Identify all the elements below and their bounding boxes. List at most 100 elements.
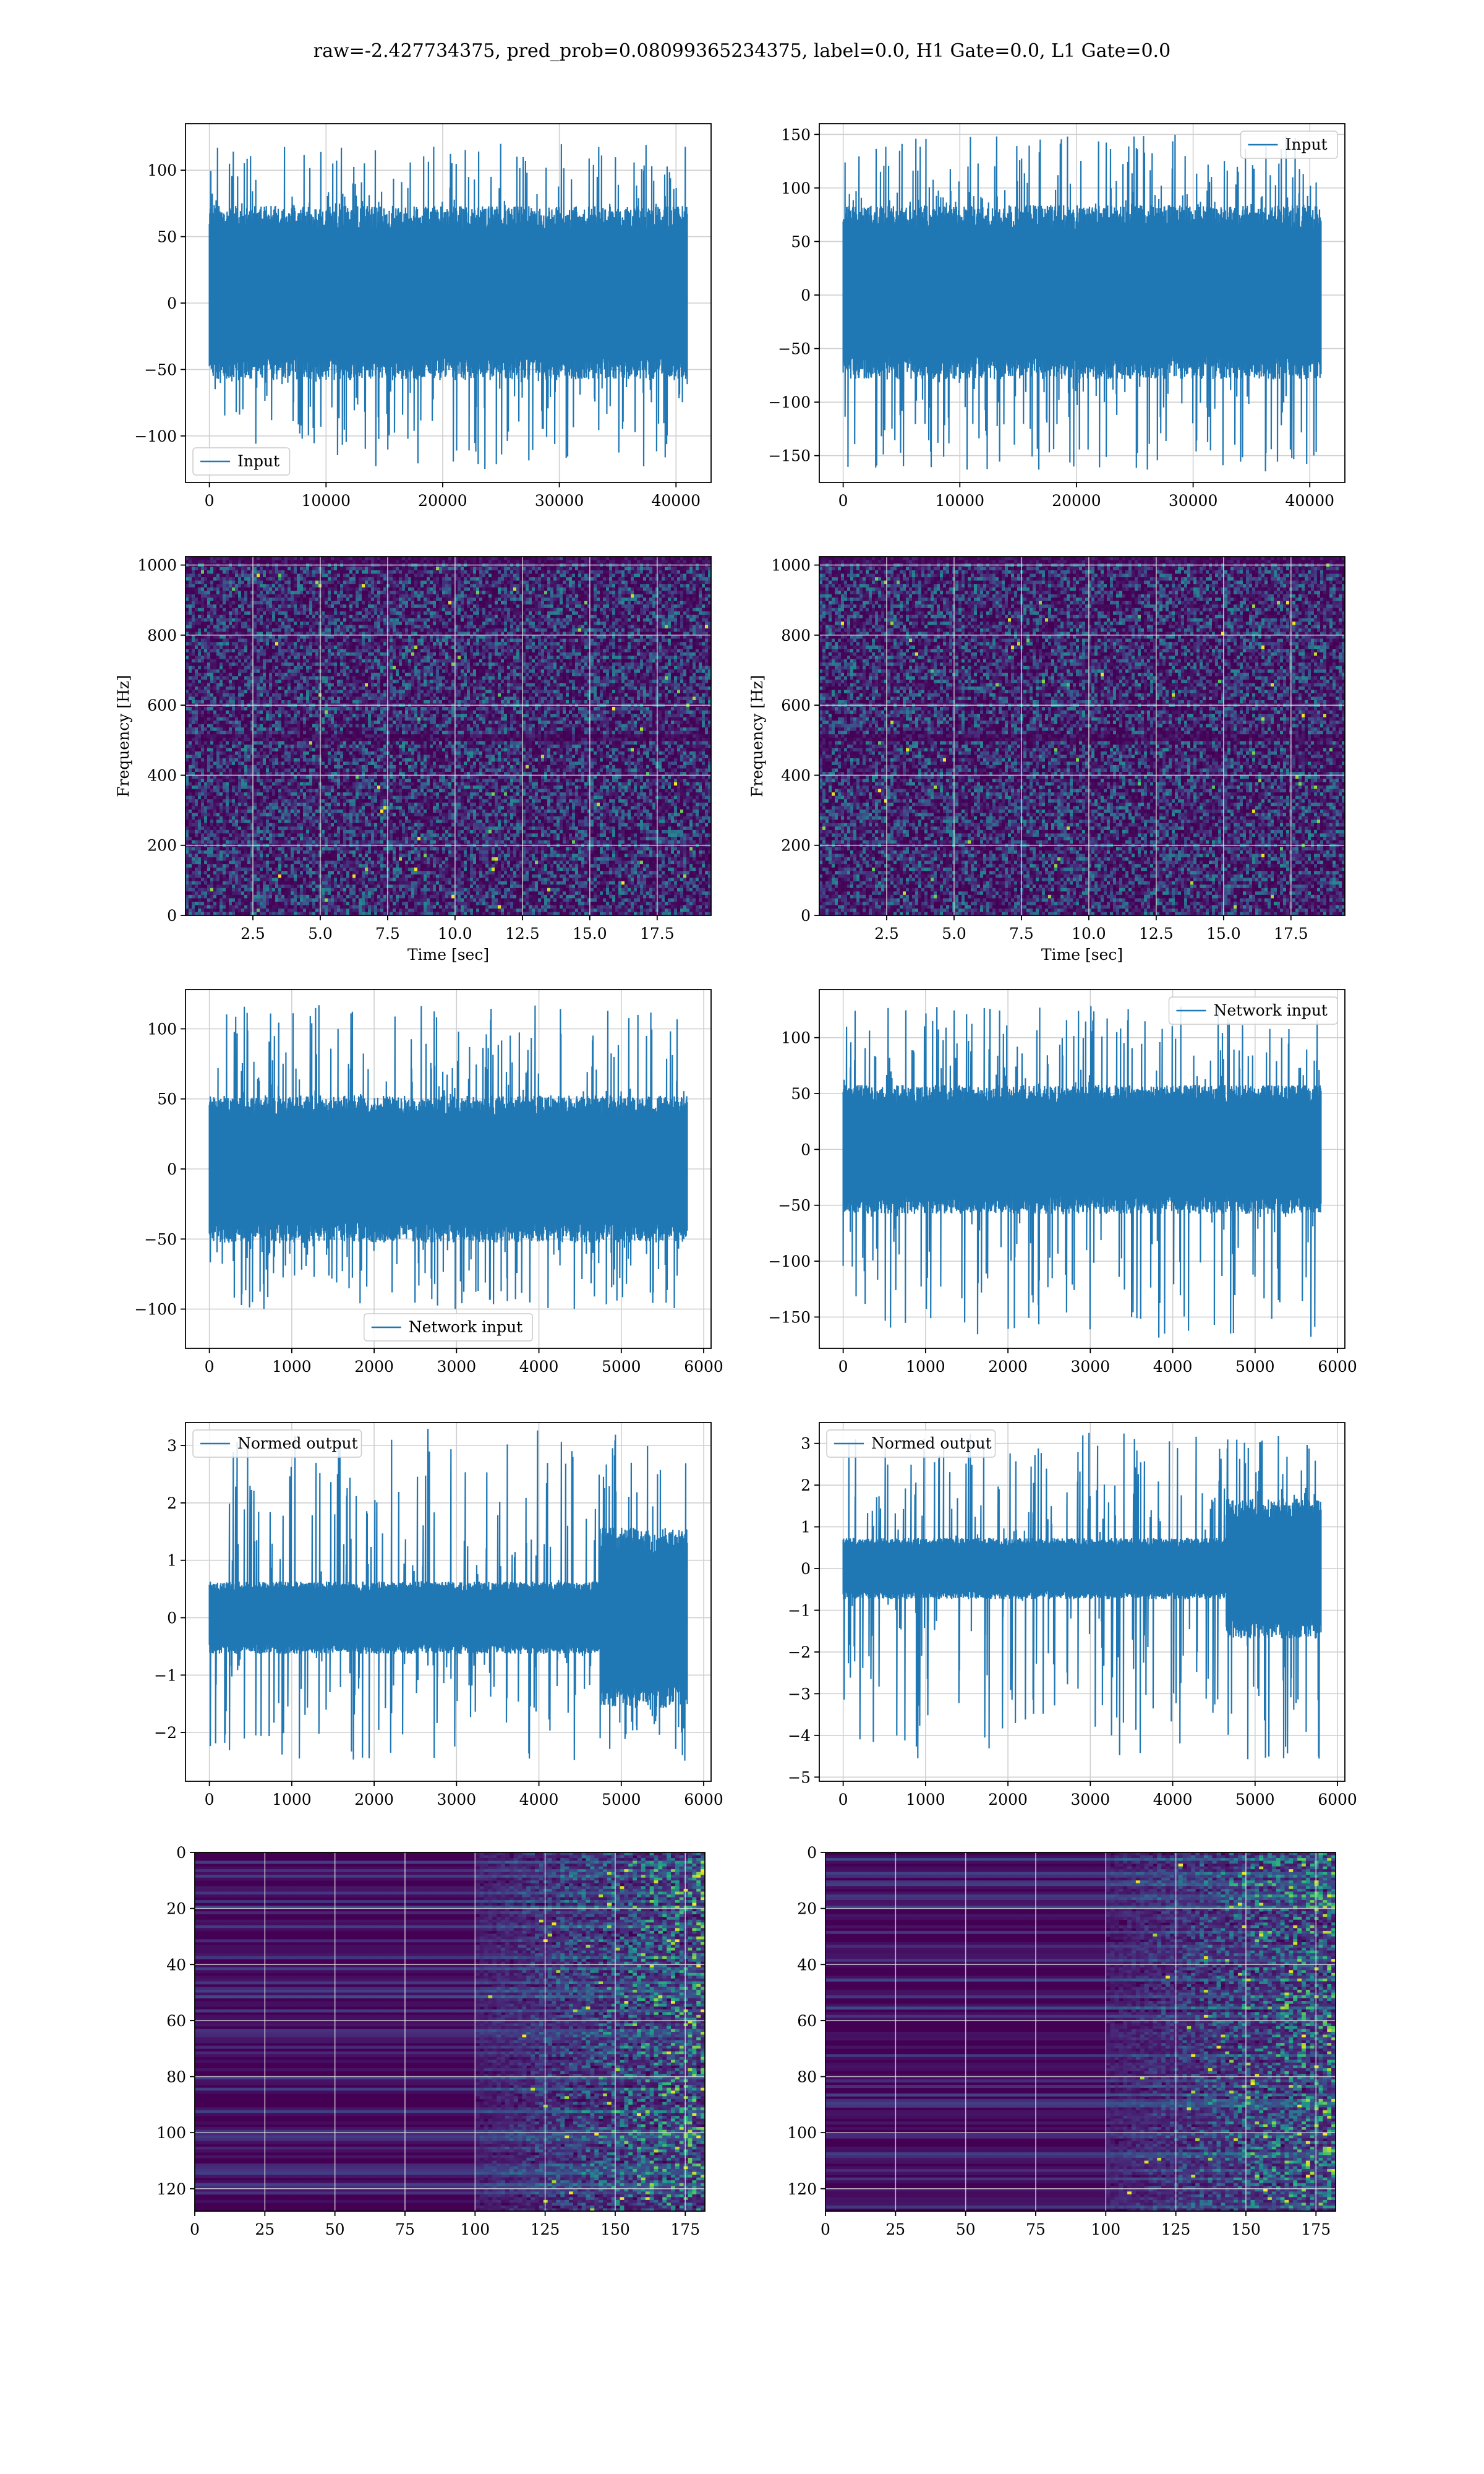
h1-input-x-tick-label: 20000 <box>418 492 467 510</box>
h1-feature-map-x-tick-label: 125 <box>531 2220 560 2238</box>
h1-feature-map-x-tick-label: 100 <box>460 2220 490 2238</box>
l1-input-y-tick-label: −100 <box>768 393 811 411</box>
h1-spectrogram-y-tick-label: 600 <box>147 696 177 714</box>
l1-feature-map-x-tick-label: 0 <box>821 2220 830 2238</box>
l1-feature-map-x-tick-label: 75 <box>1026 2220 1046 2238</box>
h1-network-input-y-tick-label: 50 <box>157 1090 177 1108</box>
l1-spectrogram-x-tick-label: 10.0 <box>1072 925 1106 943</box>
l1-network-input-legend: Network input <box>1169 997 1338 1024</box>
l1-spectrogram-x-tick-label: 17.5 <box>1274 925 1308 943</box>
l1-input-y-tick-label: 50 <box>791 233 811 250</box>
l1-network-input-x-tick-label: 1000 <box>906 1358 945 1376</box>
l1-normed-output-y-tick-label: 1 <box>801 1518 811 1536</box>
l1-feature-map-x-tick-label: 175 <box>1301 2220 1331 2238</box>
h1-feature-map-y-tick-label: 100 <box>156 2124 186 2142</box>
h1-feature-map-y-tick-label: 40 <box>166 1956 186 1974</box>
h1-normed-output-x-tick-label: 5000 <box>602 1791 641 1808</box>
h1-input-y-tick-label: −100 <box>134 427 177 445</box>
l1-input-y-tick-label: −50 <box>778 340 811 358</box>
h1-feature-map-heatmap-cells <box>195 1852 706 2211</box>
l1-network-input-x-tick-label: 3000 <box>1071 1358 1111 1376</box>
l1-spectrogram-y-tick-label: 200 <box>781 837 811 855</box>
l1-network-input-y-tick-label: 0 <box>801 1141 811 1158</box>
l1-normed-output-y-tick-label: −5 <box>788 1768 811 1786</box>
h1-feature-map-x-tick-label: 75 <box>395 2220 415 2238</box>
h1-input-x-tick-label: 30000 <box>535 492 584 510</box>
h1-feature-map-x-tick-label: 50 <box>325 2220 345 2238</box>
l1-spectrogram-y-tick-label: 0 <box>801 907 811 925</box>
h1-network-input-x-tick-label: 6000 <box>684 1358 723 1376</box>
h1-normed-output-x-tick-label: 3000 <box>437 1791 477 1808</box>
l1-spectrogram-panel: 2.5 5.0 7.5 10.0 12.5 15.0 17.5020040060080010… <box>748 557 1345 964</box>
l1-feature-map-y-tick-label: 40 <box>797 1956 817 1974</box>
h1-feature-map-y-tick-label: 60 <box>166 2012 186 2030</box>
h1-normed-output-y-tick-label: −1 <box>154 1666 177 1684</box>
l1-input-y-tick-label: 150 <box>781 126 811 143</box>
l1-spectrogram-x-tick-label: 7.5 <box>1009 925 1034 943</box>
l1-normed-output-x-tick-label: 6000 <box>1318 1791 1357 1808</box>
h1-feature-map-y-tick-label: 80 <box>166 2068 186 2086</box>
l1-feature-map-y-tick-label: 20 <box>797 1900 817 1918</box>
h1-feature-map-y-tick-label: 20 <box>166 1900 186 1918</box>
l1-input-legend: Input <box>1241 131 1338 158</box>
l1-feature-map-y-tick-label: 80 <box>797 2068 817 2086</box>
l1-spectrogram-y-tick-label: 600 <box>781 696 811 714</box>
l1-network-input-y-tick-label: 50 <box>791 1085 811 1103</box>
h1-spectrogram-y-tick-label: 200 <box>147 837 177 855</box>
h1-spectrogram-heatmap-cells <box>186 557 712 916</box>
h1-spectrogram-x-tick-label: 5.0 <box>308 925 333 943</box>
h1-input-x-tick-label: 10000 <box>302 492 351 510</box>
h1-network-input-legend: Network input <box>364 1314 533 1341</box>
h1-spectrogram-x-tick-label: 2.5 <box>241 925 265 943</box>
l1-normed-output-y-tick-label: −4 <box>788 1727 811 1745</box>
h1-normed-output-x-tick-label: 6000 <box>684 1791 723 1808</box>
h1-spectrogram-x-tick-label: 17.5 <box>640 925 675 943</box>
h1-normed-output-y-tick-label: 0 <box>167 1609 177 1627</box>
h1-spectrogram-x-axis-label: Time [sec] <box>407 946 489 964</box>
h1-normed-output-y-tick-label: 1 <box>167 1552 177 1570</box>
l1-network-input-panel: 0 1000 2000 3000 4000 5000 6000−150−100−500501… <box>768 990 1357 1376</box>
l1-normed-output-x-tick-label: 3000 <box>1071 1791 1111 1808</box>
h1-spectrogram-y-tick-label: 0 <box>167 907 177 925</box>
h1-input-y-tick-label: 100 <box>147 161 177 179</box>
h1-input-x-tick-label: 0 <box>205 492 215 510</box>
l1-normed-output-legend-label: Normed output <box>871 1434 992 1452</box>
h1-spectrogram-x-tick-label: 12.5 <box>505 925 540 943</box>
h1-network-input-legend-label: Network input <box>409 1318 522 1336</box>
l1-spectrogram-y-tick-label: 800 <box>781 627 811 644</box>
l1-feature-map-x-tick-label: 100 <box>1091 2220 1120 2238</box>
l1-feature-map-x-tick-label: 150 <box>1231 2220 1261 2238</box>
l1-normed-output-y-tick-label: −2 <box>788 1643 811 1661</box>
l1-feature-map-y-tick-label: 120 <box>787 2180 817 2198</box>
l1-network-input-x-tick-label: 4000 <box>1153 1358 1193 1376</box>
h1-normed-output-legend-label: Normed output <box>237 1434 358 1452</box>
h1-network-input-x-tick-label: 1000 <box>272 1358 312 1376</box>
l1-normed-output-x-tick-label: 2000 <box>988 1791 1028 1808</box>
h1-network-input-x-tick-label: 4000 <box>519 1358 559 1376</box>
l1-network-input-x-tick-label: 5000 <box>1235 1358 1275 1376</box>
h1-input-y-tick-label: 50 <box>157 228 177 246</box>
h1-network-input-x-tick-label: 0 <box>205 1358 215 1376</box>
l1-feature-map-x-tick-label: 125 <box>1161 2220 1191 2238</box>
h1-input-y-tick-label: 0 <box>167 294 177 312</box>
l1-feature-map-y-tick-label: 60 <box>797 2012 817 2030</box>
h1-spectrogram-x-tick-label: 7.5 <box>375 925 400 943</box>
l1-spectrogram-y-axis-label: Frequency [Hz] <box>748 675 766 797</box>
h1-normed-output-legend: Normed output <box>193 1430 362 1457</box>
l1-normed-output-y-tick-label: 3 <box>801 1435 811 1453</box>
h1-input-legend-label: Input <box>237 452 279 470</box>
h1-network-input-panel: 0 1000 2000 3000 4000 5000 6000−100−50050100Ne… <box>134 990 723 1376</box>
l1-input-x-tick-label: 30000 <box>1169 492 1218 510</box>
h1-network-input-y-tick-label: −50 <box>144 1230 177 1248</box>
h1-network-input-y-tick-label: −100 <box>134 1301 177 1319</box>
l1-input-x-tick-label: 40000 <box>1285 492 1334 510</box>
h1-network-input-y-tick-label: 100 <box>147 1020 177 1038</box>
l1-spectrogram-heatmap-cells <box>819 557 1345 916</box>
l1-feature-map-y-tick-label: 100 <box>787 2124 817 2142</box>
l1-spectrogram-x-tick-label: 2.5 <box>874 925 899 943</box>
l1-network-input-x-tick-label: 0 <box>838 1358 848 1376</box>
